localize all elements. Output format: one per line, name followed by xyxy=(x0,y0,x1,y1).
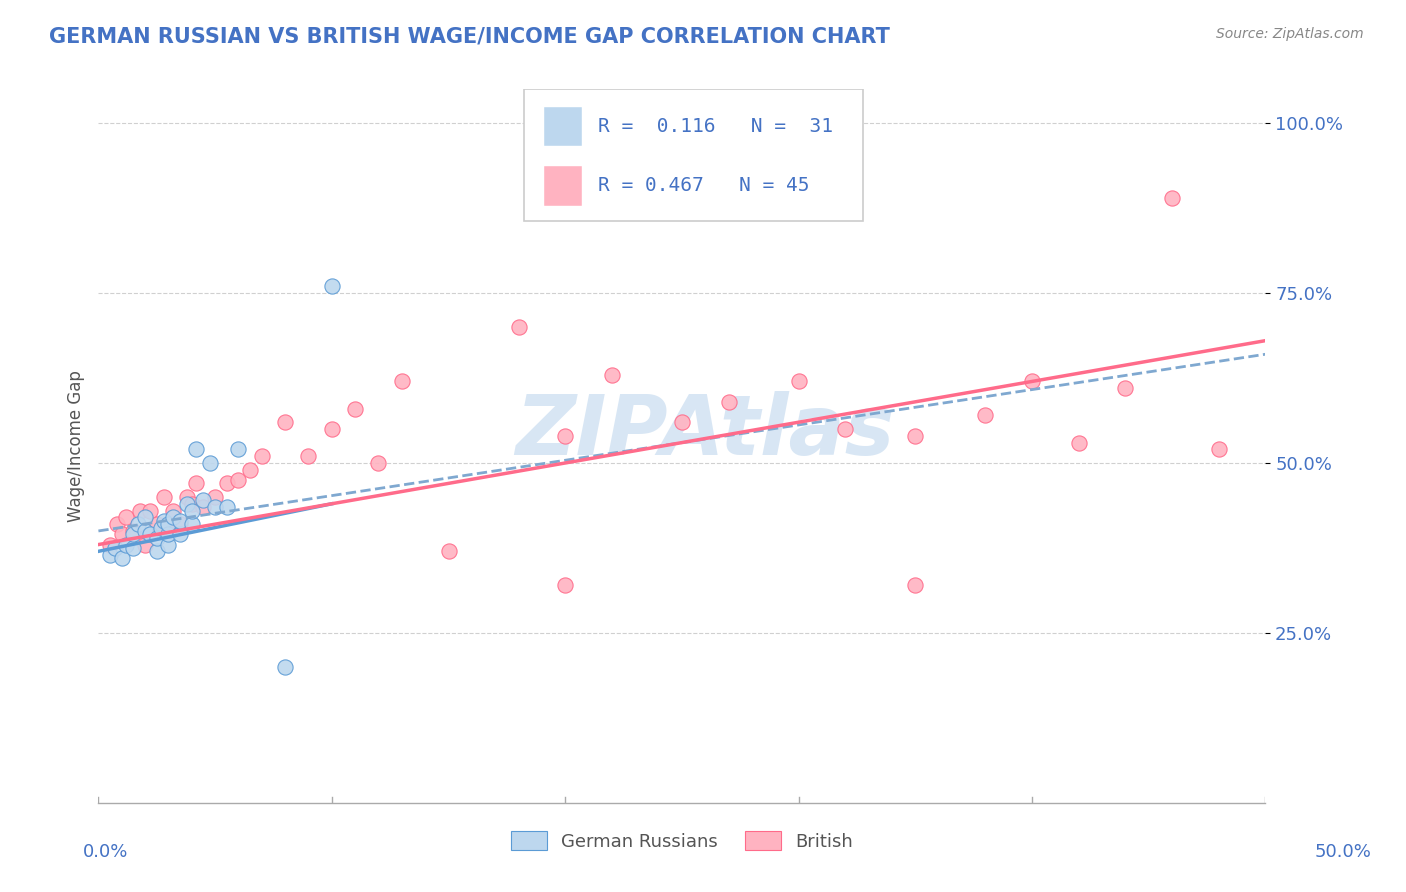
Point xyxy=(111,527,134,541)
Text: GERMAN RUSSIAN VS BRITISH WAGE/INCOME GAP CORRELATION CHART: GERMAN RUSSIAN VS BRITISH WAGE/INCOME GA… xyxy=(49,27,890,46)
Point xyxy=(904,429,927,443)
FancyBboxPatch shape xyxy=(544,166,582,205)
Text: Source: ZipAtlas.com: Source: ZipAtlas.com xyxy=(1216,27,1364,41)
Text: R = 0.467   N = 45: R = 0.467 N = 45 xyxy=(598,176,810,195)
Point xyxy=(180,517,202,532)
Point xyxy=(162,510,184,524)
Point xyxy=(122,527,145,541)
Point xyxy=(1067,435,1090,450)
Point xyxy=(186,442,208,457)
Point xyxy=(717,394,740,409)
Point xyxy=(169,514,191,528)
Point xyxy=(239,463,262,477)
Point xyxy=(98,537,121,551)
Point xyxy=(162,503,184,517)
Point xyxy=(508,320,530,334)
Point xyxy=(974,409,997,423)
Point xyxy=(321,279,343,293)
Point xyxy=(204,500,226,515)
Point xyxy=(671,415,693,429)
Point xyxy=(274,660,297,674)
Point xyxy=(146,544,169,558)
Legend: German Russians, British: German Russians, British xyxy=(503,824,860,858)
Point xyxy=(134,510,156,524)
Point xyxy=(200,456,222,470)
Point xyxy=(321,422,343,436)
Point xyxy=(98,548,121,562)
Point xyxy=(904,578,927,592)
Point xyxy=(146,531,169,545)
Point xyxy=(600,368,623,382)
Point xyxy=(367,456,389,470)
Point xyxy=(554,578,576,592)
FancyBboxPatch shape xyxy=(524,89,863,221)
Point xyxy=(180,497,202,511)
Point xyxy=(157,524,180,538)
Point xyxy=(391,375,413,389)
Point xyxy=(104,541,127,555)
Y-axis label: Wage/Income Gap: Wage/Income Gap xyxy=(66,370,84,522)
Point xyxy=(1208,442,1230,457)
Point xyxy=(134,537,156,551)
Point xyxy=(1114,381,1136,395)
Point xyxy=(127,517,149,532)
Point xyxy=(115,537,138,551)
Point xyxy=(122,524,145,538)
Point xyxy=(204,490,226,504)
FancyBboxPatch shape xyxy=(544,107,582,146)
Point xyxy=(146,517,169,532)
Point xyxy=(274,415,297,429)
Point xyxy=(152,490,174,504)
Point xyxy=(228,442,250,457)
Point xyxy=(180,503,202,517)
Point xyxy=(834,422,856,436)
Point xyxy=(176,497,198,511)
Point xyxy=(1161,191,1184,205)
Text: R =  0.116   N =  31: R = 0.116 N = 31 xyxy=(598,117,832,136)
Point xyxy=(193,500,215,515)
Point xyxy=(1021,375,1043,389)
Point xyxy=(787,375,810,389)
Point xyxy=(115,510,138,524)
Point xyxy=(228,473,250,487)
Point xyxy=(122,541,145,555)
Point xyxy=(157,517,180,532)
Point xyxy=(186,476,208,491)
Point xyxy=(134,524,156,538)
Point xyxy=(176,490,198,504)
Text: 0.0%: 0.0% xyxy=(83,843,128,861)
Point xyxy=(344,401,367,416)
Point xyxy=(193,493,215,508)
Text: 50.0%: 50.0% xyxy=(1315,843,1371,861)
Point xyxy=(129,503,152,517)
Point xyxy=(152,514,174,528)
Point xyxy=(297,449,319,463)
Text: ZIPAtlas: ZIPAtlas xyxy=(516,392,896,472)
Point xyxy=(139,527,162,541)
Point xyxy=(111,551,134,566)
Point xyxy=(215,500,238,515)
Point xyxy=(437,544,460,558)
Point xyxy=(554,429,576,443)
Point xyxy=(169,517,191,532)
Point xyxy=(250,449,273,463)
Point xyxy=(169,527,191,541)
Point xyxy=(139,503,162,517)
Point xyxy=(150,520,173,534)
Point xyxy=(157,527,180,541)
Point xyxy=(157,537,180,551)
Point xyxy=(105,517,128,532)
Point xyxy=(215,476,238,491)
